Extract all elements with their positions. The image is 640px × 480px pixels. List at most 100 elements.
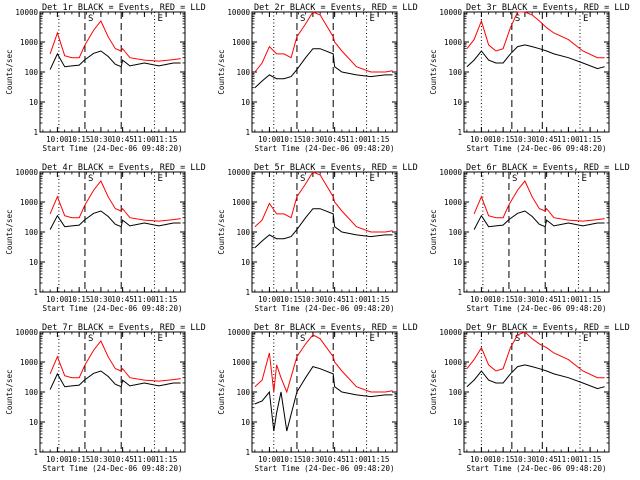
x-tick-label: 10:45 [323,295,346,304]
y-tick-label: 1000 [20,38,39,47]
y-tick-label: 10000 [439,8,462,17]
y-tick-label: 100 [448,228,462,237]
x-tick-label: 10:45 [111,135,134,144]
x-tick-label: 11:00 [557,455,580,464]
end-marker-label: E [158,334,163,344]
x-tick-label: 10:15 [492,135,515,144]
y-tick-label: 10 [241,98,251,107]
y-tick-label: 1000 [20,358,39,367]
plot-frame [463,171,610,293]
x-tick-label: 10:30 [514,455,537,464]
x-tick-label: 10:15 [280,455,303,464]
y-tick-label: 1 [245,288,250,297]
x-axis-label: Start Time (24-Dec-06 09:48:20) [43,464,183,473]
y-axis-label: Counts/sec [5,209,14,254]
x-tick-label: 11:00 [557,135,580,144]
x-tick-label: 10:45 [535,455,558,464]
x-axis-label: Start Time (24-Dec-06 09:48:20) [467,464,607,473]
x-tick-label: 11:00 [557,295,580,304]
y-tick-label: 1000 [444,38,463,47]
y-tick-label: 1 [457,288,462,297]
x-tick-label: 10:00 [258,135,281,144]
x-tick-label: 10:45 [323,135,346,144]
start-marker-label: S [300,174,305,184]
start-marker-label: S [88,334,93,344]
y-tick-label: 100 [24,68,38,77]
x-tick-label: 10:15 [68,295,91,304]
y-tick-label: 10 [453,258,463,267]
y-tick-label: 10000 [227,168,250,177]
x-tick-label: 11:15 [579,295,602,304]
x-tick-label: 10:00 [46,455,69,464]
x-tick-label: 11:15 [367,135,390,144]
y-axis-label: Counts/sec [429,209,438,254]
plot-frame [39,171,186,293]
y-tick-label: 1000 [232,358,251,367]
y-tick-label: 10 [453,418,463,427]
x-tick-label: 10:15 [68,455,91,464]
x-tick-label: 10:00 [470,135,493,144]
x-tick-label: 10:00 [470,295,493,304]
chart-title: Det 6r BLACK = Events, RED = LLD [466,163,630,173]
x-tick-label: 11:00 [133,455,156,464]
y-tick-label: 10 [29,418,39,427]
chart-panel: Det 4r BLACK = Events, RED = LLD 1 10 100 10… [5,163,206,313]
y-tick-label: 10000 [227,328,250,337]
start-marker-label: S [300,334,305,344]
x-axis-label: Start Time (24-Dec-06 09:48:20) [467,144,607,153]
x-tick-label: 11:15 [155,455,178,464]
lld-line [466,11,605,59]
y-tick-label: 100 [24,388,38,397]
lld-line [473,180,605,222]
x-tick-label: 11:15 [579,135,602,144]
x-tick-label: 10:30 [302,455,325,464]
start-marker-label: S [515,334,520,344]
events-line [49,50,181,70]
y-tick-label: 100 [236,388,250,397]
x-tick-label: 11:15 [579,455,602,464]
x-tick-label: 10:00 [46,295,69,304]
x-axis-label: Start Time (24-Dec-06 09:48:20) [43,144,183,153]
chart-title: Det 3r BLACK = Events, RED = LLD [466,3,630,13]
y-tick-label: 1 [457,128,462,137]
y-axis-label: Counts/sec [217,49,226,94]
lld-line [254,11,393,73]
events-line [466,44,605,70]
y-tick-label: 1 [33,128,38,137]
plot-frame [463,11,610,133]
x-tick-label: 10:30 [90,455,113,464]
x-tick-label: 11:00 [345,135,368,144]
x-tick-label: 11:15 [367,295,390,304]
y-tick-label: 100 [24,228,38,237]
events-line [254,366,393,432]
y-tick-label: 100 [448,68,462,77]
x-tick-label: 10:30 [302,295,325,304]
plot-frame [39,331,186,453]
end-marker-label: E [370,14,375,24]
x-tick-label: 11:00 [133,135,156,144]
y-axis-label: Counts/sec [217,369,226,414]
y-tick-label: 10000 [227,8,250,17]
plot-frame [39,11,186,133]
x-tick-label: 10:30 [514,135,537,144]
x-tick-label: 10:45 [535,135,558,144]
y-tick-label: 1000 [444,198,463,207]
x-tick-label: 10:30 [514,295,537,304]
lld-line [49,180,181,222]
y-tick-label: 10 [29,98,39,107]
x-tick-label: 10:00 [258,295,281,304]
events-line [49,370,181,390]
chart-title: Det 5r BLACK = Events, RED = LLD [254,163,418,173]
y-axis-label: Counts/sec [217,209,226,254]
x-tick-label: 11:15 [155,135,178,144]
events-line [473,210,605,230]
x-tick-label: 10:45 [111,455,134,464]
x-tick-label: 10:00 [470,455,493,464]
y-tick-label: 100 [236,228,250,237]
x-axis-label: Start Time (24-Dec-06 09:48:20) [255,304,395,313]
y-tick-label: 1000 [444,358,463,367]
x-axis-label: Start Time (24-Dec-06 09:48:20) [255,464,395,473]
lld-line [254,334,393,394]
x-tick-label: 10:45 [111,295,134,304]
y-axis-label: Counts/sec [429,49,438,94]
